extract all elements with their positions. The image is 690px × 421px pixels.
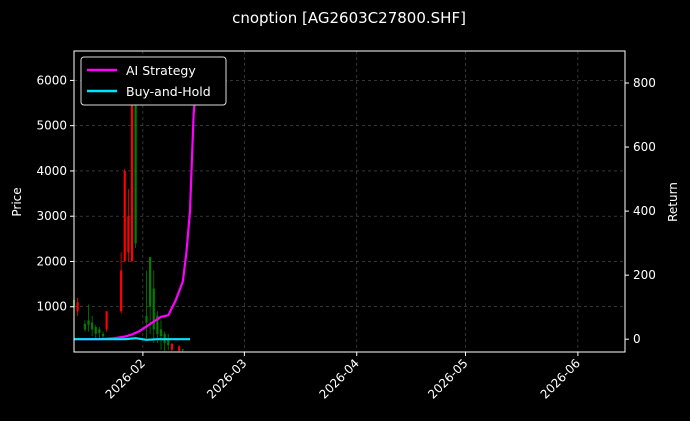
candle-body xyxy=(156,315,159,334)
candle-body xyxy=(83,323,86,330)
candle xyxy=(98,327,101,339)
right-y-tick-label: 400 xyxy=(633,204,656,218)
right-y-tick-label: 800 xyxy=(633,76,656,90)
candle xyxy=(105,311,108,332)
candle xyxy=(76,297,79,316)
candle-body xyxy=(152,288,155,330)
candle-body xyxy=(145,315,148,323)
left-y-tick-label: 5000 xyxy=(36,119,67,133)
candle xyxy=(127,189,130,262)
candle-body xyxy=(101,333,105,337)
candle xyxy=(123,168,126,262)
plot-frame xyxy=(73,50,626,353)
candle xyxy=(120,252,123,314)
candle xyxy=(149,256,152,334)
candle-body xyxy=(181,349,184,351)
candle-body xyxy=(178,346,181,351)
candle xyxy=(83,320,86,332)
candle-body xyxy=(94,327,97,334)
candle-body xyxy=(149,256,152,307)
candle-body xyxy=(76,302,79,312)
candle-body xyxy=(167,338,170,346)
candle-body xyxy=(134,94,137,244)
chart-title: cnoption [AG2603C27800.SHF] xyxy=(232,9,466,27)
candle xyxy=(87,304,90,332)
candle xyxy=(170,342,173,352)
legend: AI Strategy Buy-and-Hold xyxy=(80,56,227,106)
legend-label-ai-strategy: AI Strategy xyxy=(126,63,196,78)
left-y-tick-label: 4000 xyxy=(36,164,67,178)
candle-body xyxy=(120,270,123,312)
candle xyxy=(91,315,94,337)
candle-body xyxy=(170,343,173,350)
candle xyxy=(159,320,163,350)
candle xyxy=(178,345,181,352)
left-y-tick-label: 6000 xyxy=(36,73,67,87)
left-y-tick-label: 1000 xyxy=(36,300,67,314)
candle xyxy=(152,270,155,343)
left-axis-title: Price xyxy=(10,187,24,216)
right-y-tick-label: 600 xyxy=(633,140,656,154)
right-axis-title: Return xyxy=(666,182,680,222)
left-y-tick-label: 2000 xyxy=(36,254,67,268)
candle xyxy=(94,324,97,339)
candle xyxy=(181,348,184,352)
right-y-tick-label: 0 xyxy=(633,332,641,346)
ai-strategy-line xyxy=(74,66,199,341)
candle-body xyxy=(159,329,163,337)
candle-body xyxy=(105,311,108,330)
candle-body xyxy=(91,322,94,330)
candle xyxy=(156,311,159,343)
legend-box xyxy=(80,56,227,106)
buy-and-hold-line xyxy=(74,337,190,341)
left-y-tick-label: 3000 xyxy=(36,209,67,223)
candle-body xyxy=(123,170,126,262)
right-y-tick-label: 200 xyxy=(633,268,656,282)
candle xyxy=(167,333,170,351)
candle-body xyxy=(98,329,101,333)
candle-body xyxy=(130,66,134,262)
legend-label-buy-and-hold: Buy-and-Hold xyxy=(126,84,211,99)
candle-body xyxy=(127,216,130,253)
return-lines xyxy=(74,66,199,341)
candle-body xyxy=(87,320,90,325)
candle xyxy=(101,331,105,339)
